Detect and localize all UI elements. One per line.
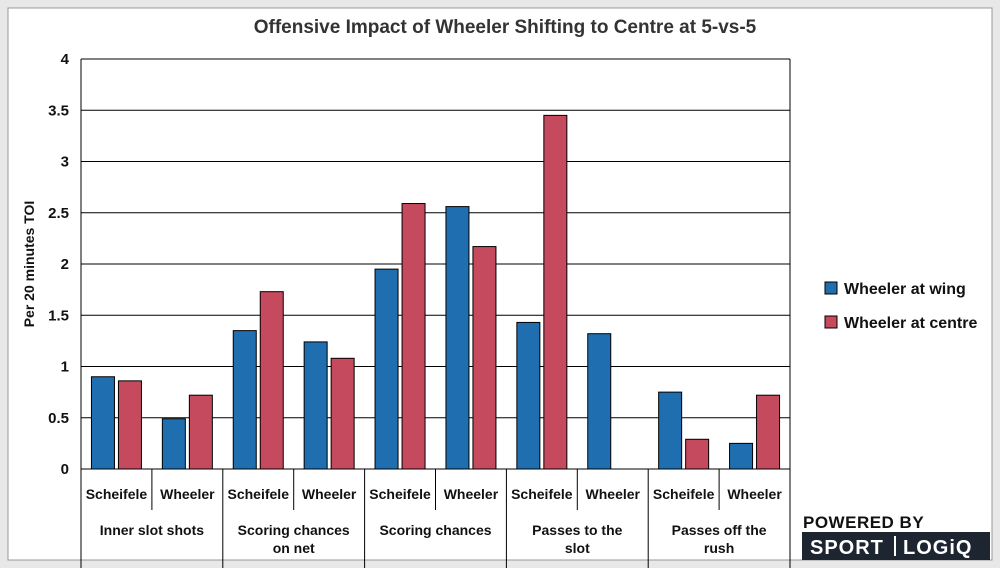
y-axis-ticks: 0 0.5 1 1.5 2 2.5 3 3.5 4: [48, 51, 70, 478]
group-label: Passes off the rush: [672, 522, 767, 556]
y-tick-label: 4: [61, 51, 70, 68]
player-label: Scheifele: [369, 486, 431, 502]
logo-logiq: LOGiQ: [903, 537, 972, 559]
bar-centre-7: [543, 114, 568, 470]
logo-powered-by: POWERED BY: [803, 513, 924, 532]
player-label: Wheeler: [444, 486, 499, 502]
legend-label-centre: Wheeler at centre: [844, 315, 977, 332]
bar-centre-4: [330, 357, 355, 470]
y-tick-label: 2.5: [48, 205, 69, 222]
bar-wing-5: [374, 268, 399, 470]
y-tick-label: 1: [61, 359, 69, 376]
player-label: Wheeler: [160, 486, 215, 502]
player-label: Scheifele: [228, 486, 290, 502]
bar-wing-9: [658, 391, 683, 470]
legend-swatch-centre: [824, 315, 838, 329]
y-axis-label: Per 20 minutes TOI: [21, 201, 37, 328]
y-tick-label: 0: [61, 461, 69, 478]
group-label: Scoring chances: [379, 522, 491, 538]
x-axis-categories: Scheifele Wheeler Scheifele Wheeler Scheifel…: [80, 469, 791, 568]
bar-centre-10: [756, 394, 781, 470]
player-label: Wheeler: [727, 486, 782, 502]
sportlogiq-logo: POWERED BY SPORT LOGiQ: [802, 513, 990, 560]
player-label: Wheeler: [302, 486, 357, 502]
gridlines: [80, 58, 791, 470]
bar-centre-1: [117, 380, 142, 470]
legend-label-wing: Wheeler at wing: [844, 281, 966, 298]
player-label: Wheeler: [586, 486, 641, 502]
player-label: Scheifele: [653, 486, 715, 502]
legend: Wheeler at wing Wheeler at centre: [824, 281, 977, 332]
group-label: Passes to the slot: [532, 522, 622, 556]
bar-wing-10: [729, 442, 754, 470]
group-label: Inner slot shots: [100, 522, 204, 538]
bars: [90, 114, 781, 470]
bar-wing-2: [161, 418, 186, 470]
y-tick-label: 2: [61, 256, 69, 273]
bar-centre-5: [401, 203, 426, 470]
player-label: Scheifele: [86, 486, 148, 502]
bar-wing-6: [445, 206, 470, 470]
y-tick-label: 3.5: [48, 102, 69, 119]
chart-title: Offensive Impact of Wheeler Shifting to …: [254, 17, 757, 38]
player-label: Scheifele: [511, 486, 573, 502]
bar-wing-7: [516, 321, 541, 470]
bar-wing-8: [587, 333, 612, 470]
bar-wing-3: [232, 330, 257, 470]
y-tick-label: 0.5: [48, 410, 69, 427]
bar-wing-1: [90, 376, 115, 470]
y-tick-label: 3: [61, 154, 69, 171]
bar-centre-6: [472, 246, 497, 470]
y-tick-label: 1.5: [48, 307, 69, 324]
bar-wing-4: [303, 341, 328, 470]
bar-centre-2: [188, 394, 213, 470]
group-label: Scoring chances on net: [238, 522, 350, 556]
bar-centre-9: [685, 438, 710, 470]
bar-centre-3: [259, 291, 284, 470]
legend-swatch-wing: [824, 281, 838, 295]
logo-sport: SPORT: [810, 537, 884, 559]
